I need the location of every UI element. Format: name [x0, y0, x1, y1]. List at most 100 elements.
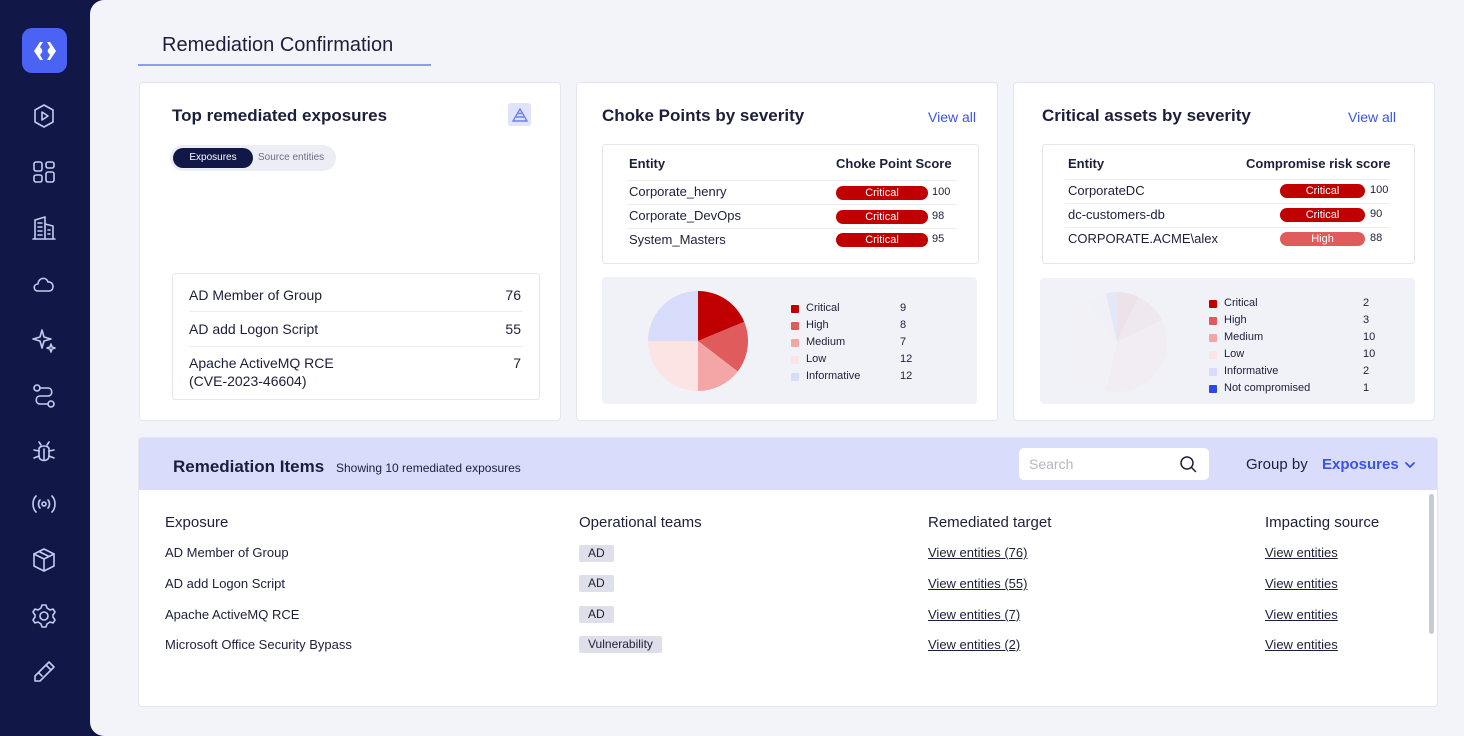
- list-item[interactable]: AD Member of Group 76: [189, 287, 521, 303]
- divider: [1065, 179, 1390, 180]
- legend-swatch: [791, 305, 799, 313]
- pie-slice-critical[interactable]: [1117, 292, 1139, 342]
- legend-swatch: [791, 356, 799, 364]
- entity-name[interactable]: Corporate_DevOps: [629, 208, 741, 223]
- legend-item[interactable]: Critical 2: [1209, 297, 1383, 311]
- nav-route-icon[interactable]: [29, 381, 59, 411]
- legend-item[interactable]: Informative 12: [791, 370, 920, 384]
- legend-item[interactable]: Informative 2: [1209, 365, 1383, 379]
- entity-name[interactable]: System_Masters: [629, 232, 726, 247]
- remediated-target-link[interactable]: View entities (55): [928, 576, 1028, 591]
- choke-points-card: Choke Points by severity View all Entity…: [576, 82, 998, 421]
- legend-label: Medium: [1224, 331, 1264, 343]
- legend-item[interactable]: High 3: [1209, 314, 1383, 328]
- nav-box-icon[interactable]: [29, 545, 59, 575]
- entity-name[interactable]: CORPORATE.ACME\alex: [1068, 231, 1219, 246]
- exposures-toggle[interactable]: Exposures Source entities: [170, 145, 336, 171]
- score-value: 100: [1370, 184, 1389, 196]
- chart-type-button[interactable]: [508, 103, 531, 126]
- col-exposure-header: Exposure: [165, 514, 229, 531]
- legend-label: Critical: [1224, 297, 1258, 309]
- legend-value: 2: [1363, 297, 1370, 309]
- legend-swatch: [1209, 351, 1217, 359]
- nav-gear-icon[interactable]: [29, 601, 59, 631]
- chevron-down-icon[interactable]: [1404, 461, 1416, 469]
- legend-item[interactable]: Low 10: [1209, 348, 1383, 362]
- nav-broadcast-icon[interactable]: [29, 489, 59, 519]
- search-input[interactable]: [1029, 454, 1169, 474]
- impacting-source-link[interactable]: View entities: [1265, 576, 1338, 591]
- score-value: 98: [932, 210, 945, 222]
- remediated-target-link[interactable]: View entities (7): [928, 607, 1021, 622]
- critical-assets-title: Critical assets by severity: [1042, 106, 1251, 125]
- search-box: [1019, 448, 1209, 480]
- exposure-count: 55: [505, 321, 521, 337]
- search-icon[interactable]: [1179, 455, 1197, 473]
- pie-slice-medium[interactable]: [1105, 320, 1167, 392]
- list-item[interactable]: AD add Logon Script 55: [189, 321, 521, 337]
- app-logo[interactable]: [22, 28, 67, 73]
- legend-label: High: [806, 319, 829, 331]
- pie-slice-informative[interactable]: [648, 291, 698, 341]
- impacting-source-link[interactable]: View entities: [1265, 545, 1338, 560]
- exposure-cell: AD Member of Group: [165, 545, 289, 560]
- legend-item[interactable]: Not compromised 1: [1209, 382, 1383, 396]
- top-exposures-card: Top remediated exposures Exposures Sourc…: [139, 82, 561, 421]
- divider: [189, 346, 523, 347]
- critical-assets-view-all-link[interactable]: View all: [1348, 109, 1396, 125]
- legend-label: Low: [1224, 348, 1245, 360]
- legend-label: Informative: [806, 370, 861, 382]
- entity-name[interactable]: CorporateDC: [1068, 183, 1145, 198]
- remediation-items-subtitle: Showing 10 remediated exposures: [336, 461, 521, 475]
- nav-dashboard-grid-icon[interactable]: [29, 157, 59, 187]
- legend-value: 2: [1363, 365, 1370, 377]
- col-score-header: Choke Point Score: [836, 156, 952, 171]
- nav-sparkle-icon[interactable]: [29, 325, 59, 355]
- exposure-count: 76: [505, 287, 521, 303]
- pie-slice-low[interactable]: [1067, 302, 1117, 391]
- toggle-exposures[interactable]: Exposures: [173, 148, 253, 168]
- vertical-scrollbar[interactable]: [1429, 494, 1434, 634]
- entity-name[interactable]: Corporate_henry: [629, 184, 727, 199]
- legend-item[interactable]: High 8: [791, 319, 920, 333]
- legend-label: High: [1224, 314, 1247, 326]
- legend-label: Critical: [806, 302, 840, 314]
- pie-slice-high[interactable]: [1117, 296, 1163, 342]
- score-value: 100: [932, 186, 951, 198]
- legend-item[interactable]: Medium 10: [1209, 331, 1383, 345]
- nav-pen-icon[interactable]: [29, 657, 59, 687]
- nav-cloud-icon[interactable]: [29, 269, 59, 299]
- legend-value: 10: [1363, 331, 1376, 343]
- legend-item[interactable]: Critical 9: [791, 302, 920, 316]
- choke-points-view-all-link[interactable]: View all: [928, 109, 976, 125]
- pie-slice-medium[interactable]: [698, 341, 738, 391]
- impacting-source-link[interactable]: View entities: [1265, 607, 1338, 622]
- col-entity-header: Entity: [1068, 156, 1105, 171]
- nav-bug-icon[interactable]: [29, 437, 59, 467]
- pie-slice-high[interactable]: [698, 321, 748, 372]
- entity-name[interactable]: dc-customers-db: [1068, 207, 1165, 222]
- pie-slice-not-compromised[interactable]: [1105, 292, 1117, 342]
- severity-badge: Critical: [1280, 184, 1365, 198]
- nav-play-icon[interactable]: [29, 101, 59, 131]
- pie-slice-critical[interactable]: [698, 291, 745, 341]
- remediated-target-link[interactable]: View entities (2): [928, 637, 1021, 652]
- remediation-items-panel: Remediation Items Showing 10 remediated …: [138, 437, 1438, 707]
- toggle-source-entities[interactable]: Source entities: [258, 152, 325, 163]
- group-by-value[interactable]: Exposures: [1322, 456, 1399, 473]
- legend-item[interactable]: Medium 7: [791, 336, 920, 350]
- pie-slice-informative[interactable]: [1085, 293, 1117, 342]
- severity-badge: Critical: [836, 233, 928, 247]
- nav-building-icon[interactable]: [29, 213, 59, 243]
- list-item[interactable]: Apache ActiveMQ RCE (CVE-2023-46604) 7: [189, 354, 521, 390]
- legend-label: Not compromised: [1224, 382, 1311, 394]
- legend-item[interactable]: Low 12: [791, 353, 920, 367]
- choke-points-chart-box: Critical 9 High 8 Medium 7 Low 12 Informative 12: [602, 277, 977, 404]
- col-target-header: Remediated target: [928, 514, 1052, 531]
- pie-slice-low[interactable]: [648, 341, 698, 391]
- impacting-source-link[interactable]: View entities: [1265, 637, 1338, 652]
- remediated-target-link[interactable]: View entities (76): [928, 545, 1028, 560]
- legend-value: 8: [900, 319, 907, 331]
- exposure-name: AD Member of Group: [189, 287, 323, 303]
